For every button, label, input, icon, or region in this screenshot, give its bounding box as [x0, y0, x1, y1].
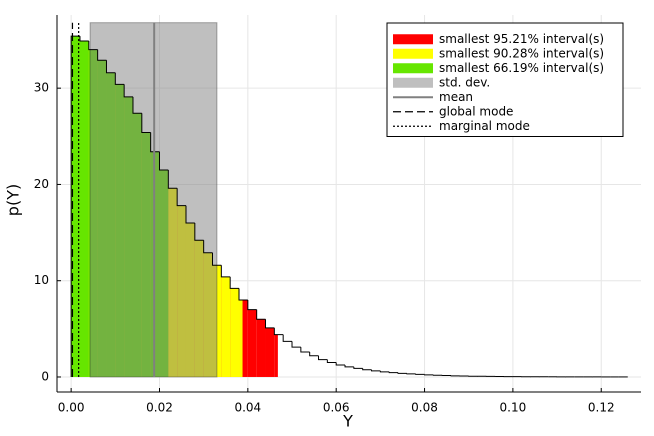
interval-fill	[265, 327, 275, 377]
histogram-step	[388, 371, 399, 374]
histogram-step	[167, 169, 178, 189]
histogram-step	[150, 132, 160, 153]
histogram-step	[105, 60, 116, 74]
interval-fill	[274, 334, 278, 377]
x-tick-label: 0.08	[411, 401, 438, 415]
histogram-step	[326, 359, 337, 364]
histogram-step	[97, 49, 107, 61]
histogram-step	[70, 35, 80, 377]
histogram-step	[265, 319, 275, 329]
histogram-step	[379, 370, 390, 373]
interval-fill	[79, 40, 89, 377]
histogram-step	[335, 362, 346, 366]
histogram-step	[344, 364, 354, 368]
y-tick-label: 10	[34, 273, 49, 287]
histogram-step	[397, 372, 407, 374]
histogram-step	[132, 96, 142, 114]
histogram-step	[185, 205, 195, 224]
interval-fill	[239, 299, 243, 377]
histogram-step	[291, 341, 301, 348]
interval-fill	[256, 319, 266, 377]
histogram-step	[318, 355, 328, 361]
histogram-step	[79, 36, 89, 42]
histogram-step	[247, 299, 257, 311]
legend-swatch	[393, 34, 433, 45]
histogram-step	[362, 368, 372, 371]
x-tick-label: 0.12	[588, 401, 615, 415]
x-tick-label: 0.00	[58, 401, 85, 415]
y-tick-label: 30	[34, 81, 49, 95]
histogram-step	[309, 351, 319, 357]
legend-label: global mode	[439, 104, 513, 118]
legend-swatch	[393, 63, 433, 74]
histogram-step	[300, 347, 310, 353]
histogram-step	[203, 240, 213, 254]
legend-swatch	[393, 77, 433, 88]
histogram-step	[176, 188, 186, 207]
legend-label: std. dev.	[439, 75, 490, 89]
x-tick-label: 0.02	[146, 401, 173, 415]
x-tick-label: 0.10	[500, 401, 527, 415]
histogram-step	[194, 222, 204, 241]
y-axis-label: p(Y)	[4, 184, 23, 216]
histogram-step	[114, 72, 125, 85]
x-tick-label: 0.04	[234, 401, 261, 415]
legend-label: mean	[439, 90, 473, 104]
interval-fill	[239, 299, 248, 377]
histogram-step	[371, 369, 381, 372]
legend-label: smallest 95.21% interval(s)	[439, 32, 604, 46]
histogram-step	[88, 40, 98, 51]
interval-fill	[221, 276, 231, 377]
histogram-step	[282, 334, 293, 342]
histogram-step	[256, 309, 266, 320]
x-axis-label: Y	[342, 412, 353, 431]
histogram-step	[353, 366, 363, 369]
histogram-step	[211, 252, 222, 266]
x-tick-label: 0.06	[323, 401, 350, 415]
y-tick-label: 0	[41, 369, 49, 383]
legend-label: smallest 66.19% interval(s)	[439, 61, 604, 75]
histogram-step	[141, 113, 151, 133]
histogram-step	[238, 288, 248, 301]
interval-fill	[230, 288, 240, 377]
histogram-step	[406, 373, 416, 375]
y-tick-label: 20	[34, 177, 49, 191]
legend-label: smallest 90.28% interval(s)	[439, 46, 604, 60]
legend-swatch	[393, 48, 433, 59]
histogram-step	[123, 84, 133, 98]
histogram-step	[273, 327, 284, 336]
legend-label: marginal mode	[439, 119, 530, 133]
interval-fill	[247, 309, 257, 377]
histogram-step	[220, 265, 231, 278]
histogram-step	[158, 151, 169, 171]
interval-fill	[71, 36, 80, 377]
histogram-step	[229, 276, 240, 289]
